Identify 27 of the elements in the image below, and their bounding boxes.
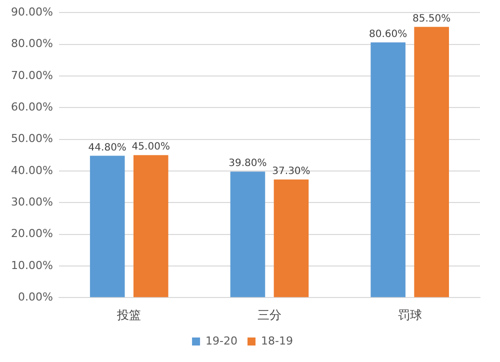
y-tick-label: 40.00% xyxy=(10,164,53,177)
bar xyxy=(414,26,449,298)
y-tick-label: 70.00% xyxy=(10,68,53,82)
bar xyxy=(133,155,168,298)
bar xyxy=(90,156,125,298)
y-tick-label: 30.00% xyxy=(10,195,53,208)
y-tick-label: 60.00% xyxy=(10,100,53,114)
bar xyxy=(370,42,406,298)
x-tick-label: 三分 xyxy=(257,308,282,322)
legend-label: 18-19 xyxy=(261,334,293,348)
data-label: 85.50% xyxy=(412,13,451,24)
y-tick-label: 50.00% xyxy=(10,132,53,146)
data-label: 45.00% xyxy=(132,142,170,153)
data-label: 44.80% xyxy=(88,142,126,154)
x-tick-label: 投篮 xyxy=(116,308,142,322)
data-label: 80.60% xyxy=(369,28,408,40)
bar xyxy=(274,179,309,298)
y-tick-label: 0.00% xyxy=(18,290,53,304)
y-tick-label: 90.00% xyxy=(10,5,53,18)
legend-label: 19-20 xyxy=(206,334,238,348)
y-tick-label: 80.00% xyxy=(10,37,53,50)
x-tick-label: 罚球 xyxy=(398,308,422,322)
bar xyxy=(230,172,266,298)
data-label: 39.80% xyxy=(228,158,267,170)
y-tick-label: 10.00% xyxy=(10,258,53,272)
data-label: 37.30% xyxy=(272,166,310,178)
y-tick-label: 20.00% xyxy=(10,227,53,240)
